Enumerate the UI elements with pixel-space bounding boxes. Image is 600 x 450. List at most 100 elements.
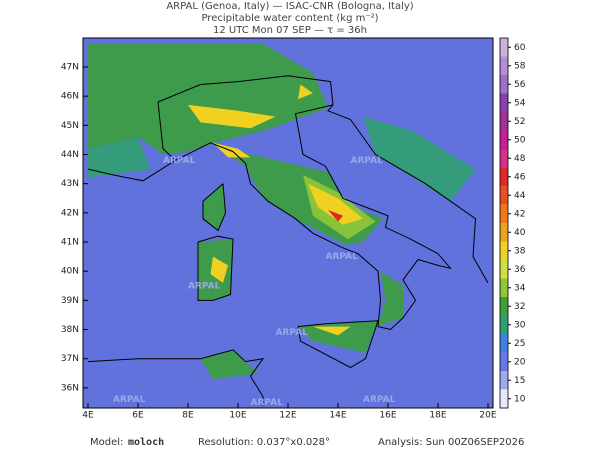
coastline xyxy=(327,104,489,284)
lat-label: 39N xyxy=(61,296,79,306)
colorbar-band xyxy=(500,167,508,187)
colorbar-label: 60 xyxy=(514,43,526,53)
colorbar-band xyxy=(500,112,508,131)
moisture-core xyxy=(298,84,313,100)
moisture-core xyxy=(308,183,363,225)
moisture-core xyxy=(313,326,351,336)
moisture-patch xyxy=(363,116,476,202)
lon-label: 6E xyxy=(132,411,144,421)
moisture-patch xyxy=(378,271,403,327)
moisture-core xyxy=(213,142,251,158)
lon-label: 8E xyxy=(182,411,194,421)
moisture-patch xyxy=(203,183,226,231)
colorbar-label: 10 xyxy=(514,394,526,404)
moisture-core xyxy=(210,256,228,283)
moisture-core xyxy=(188,104,276,129)
lat-label: 47N xyxy=(61,63,79,73)
model-label: Model: xyxy=(90,437,123,448)
watermark: ARPAL xyxy=(326,252,359,262)
colorbar-band xyxy=(500,241,508,261)
coastline xyxy=(157,101,452,331)
colorbar-band xyxy=(500,149,508,168)
colorbar-band xyxy=(500,56,508,76)
lat-label: 45N xyxy=(61,121,79,131)
colorbar-label: 44 xyxy=(514,191,526,201)
coastline xyxy=(202,183,227,232)
watermark: ARPAL xyxy=(363,395,396,405)
lat-label: 43N xyxy=(61,179,79,189)
colorbar-label: 36 xyxy=(514,265,526,275)
colorbar-band xyxy=(500,223,508,242)
lat-label: 44N xyxy=(61,150,79,160)
lon-label: 14E xyxy=(329,411,346,421)
title-line: ARPAL (Genoa, Italy) — ISAC-CNR (Bologna… xyxy=(166,1,413,12)
lon-label: 18E xyxy=(429,411,446,421)
colorbar-label: 15 xyxy=(514,376,525,386)
lon-label: 20E xyxy=(479,411,496,421)
lon-label: 12E xyxy=(279,411,296,421)
colorbar-label: 52 xyxy=(514,117,525,127)
colorbar-label: 58 xyxy=(514,61,526,71)
colorbar-band xyxy=(500,260,508,279)
colorbar-label: 34 xyxy=(514,283,526,293)
colorbar-frame xyxy=(499,37,509,409)
title-line: Precipitable water content (kg m⁻²) xyxy=(201,13,378,24)
moisture-patch xyxy=(298,320,378,353)
colorbar-label: 50 xyxy=(514,135,526,145)
watermark: ARPAL xyxy=(276,328,309,338)
colorbar-label: 54 xyxy=(514,98,526,108)
lat-label: 38N xyxy=(61,325,79,335)
colorbar-band xyxy=(500,389,508,409)
colorbar-label: 30 xyxy=(514,320,526,330)
watermark: ARPAL xyxy=(113,395,146,405)
lat-label: 41N xyxy=(61,238,79,248)
lon-label: 10E xyxy=(229,411,246,421)
colorbar-label: 20 xyxy=(514,357,526,367)
colorbar-band xyxy=(500,371,508,390)
lon-label: 16E xyxy=(379,411,396,421)
lon-label: 4E xyxy=(82,411,94,421)
colorbar-band xyxy=(500,93,508,113)
lat-label: 36N xyxy=(61,383,79,393)
colorbar-label: 46 xyxy=(514,172,526,182)
land-layer: ARPAL ARPAL ARPAL ARPAL ARPAL ARPAL ARPAL ARPAL xyxy=(87,43,489,408)
colorbar-band xyxy=(500,75,508,94)
coastline xyxy=(297,320,379,369)
colorbar-band xyxy=(500,352,508,372)
model-name: moloch xyxy=(128,437,164,448)
watermark: ARPAL xyxy=(251,398,284,408)
moisture-core xyxy=(328,209,343,222)
lat-label: 37N xyxy=(61,354,79,364)
colorbar-band xyxy=(500,130,508,150)
lat-label: 40N xyxy=(61,267,79,277)
colorbar-label: 32 xyxy=(514,302,525,312)
coastline xyxy=(197,235,234,301)
watermark: ARPAL xyxy=(163,156,196,166)
colorbar-band xyxy=(500,278,508,298)
colorbar-label: 42 xyxy=(514,209,525,219)
colorbar-band xyxy=(500,38,508,57)
analysis: Analysis: Sun 00Z06SEP2026 xyxy=(378,437,524,448)
colorbar-band xyxy=(500,297,508,316)
watermark: ARPAL xyxy=(188,281,221,291)
colorbar-label: 48 xyxy=(514,154,526,164)
colorbar-band xyxy=(500,315,508,335)
colorbar-label: 38 xyxy=(514,246,526,256)
colorbar-label: 40 xyxy=(514,228,526,238)
colorbar-band xyxy=(500,334,508,353)
coastline xyxy=(87,159,176,182)
colorbar-label: 25 xyxy=(514,339,525,349)
watermark: ARPAL xyxy=(351,156,384,166)
lat-label: 46N xyxy=(61,92,79,102)
resolution: Resolution: 0.037°x0.028° xyxy=(198,437,330,448)
colorbar-band xyxy=(500,186,508,205)
moisture-patch xyxy=(88,43,328,155)
colorbar-band xyxy=(500,204,508,224)
moisture-patch xyxy=(88,137,151,178)
lat-label: 42N xyxy=(61,208,79,218)
coastline xyxy=(157,75,334,105)
coastline xyxy=(87,349,265,406)
colorbar-label: 56 xyxy=(514,80,526,90)
